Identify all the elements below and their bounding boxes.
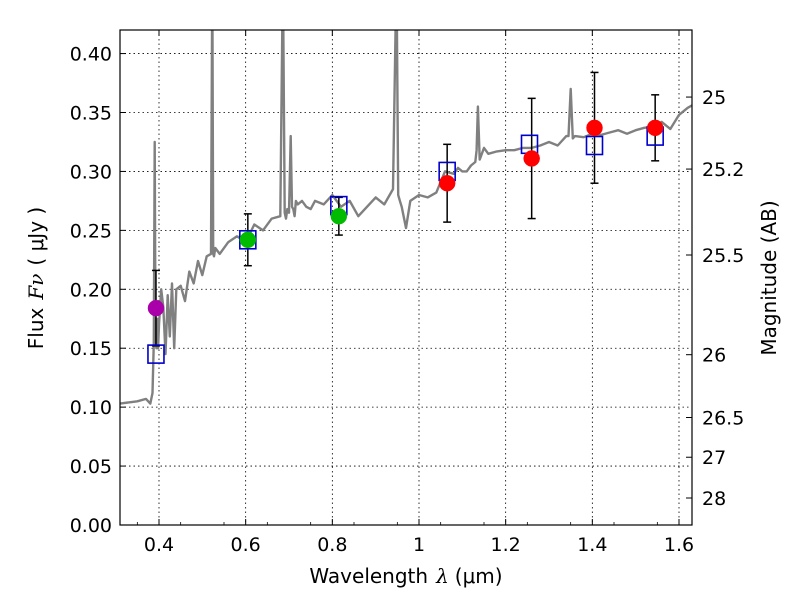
magnitude-tick-label: 25.5 bbox=[702, 245, 744, 267]
observed-flux-point bbox=[438, 174, 456, 192]
x-tick-label: 1.2 bbox=[491, 534, 521, 556]
magnitude-axis-label: Magnitude (AB) bbox=[757, 200, 781, 355]
grid bbox=[120, 30, 692, 526]
y-axis-label: Flux Fν ( μJy ) bbox=[24, 207, 48, 349]
y-tick-label: 0.40 bbox=[70, 44, 112, 66]
observed-flux-point bbox=[330, 207, 348, 225]
magnitude-tick-label: 26 bbox=[702, 345, 726, 367]
magnitude-tick-label: 28 bbox=[702, 488, 726, 510]
x-tick-label: 0.6 bbox=[231, 534, 261, 556]
spectrum-line bbox=[120, 30, 692, 405]
magnitude-tick-label: 25.2 bbox=[702, 159, 744, 181]
y-tick-label: 0.00 bbox=[70, 515, 112, 537]
magnitude-tick-label: 27 bbox=[702, 447, 726, 469]
y-tick-label: 0.20 bbox=[70, 279, 112, 301]
y-tick-label: 0.05 bbox=[70, 456, 112, 478]
x-axis-label-text: Wavelength bbox=[309, 564, 428, 588]
model-flux-square bbox=[147, 344, 165, 364]
magnitude-tick-label: 25 bbox=[702, 87, 726, 109]
y-axis-unit: ( μJy ) bbox=[24, 207, 48, 266]
observed-flux-point bbox=[586, 119, 603, 137]
x-axis-symbol: λ bbox=[435, 564, 449, 588]
observed-flux-point bbox=[239, 231, 257, 249]
x-tick-label: 1.4 bbox=[577, 534, 607, 556]
x-axis-label: Wavelength λ (μm) bbox=[309, 564, 502, 588]
x-axis-unit: (μm) bbox=[455, 564, 503, 588]
x-tick-label: 1.6 bbox=[664, 534, 694, 556]
y-tick-label: 0.15 bbox=[70, 338, 112, 360]
observed-flux-point bbox=[523, 150, 540, 167]
observed-flux-point bbox=[147, 299, 165, 317]
magnitude-axis-ticks: 25 25.2 25.5 26 26.5 27 28 bbox=[686, 87, 744, 510]
plot-frame bbox=[119, 29, 693, 526]
model-flux-square bbox=[585, 135, 604, 156]
observed-photometry-points bbox=[147, 119, 664, 317]
error-bars bbox=[151, 71, 660, 347]
x-axis-ticks: 0.4 0.6 0.8 1 1.2 1.4 1.6 bbox=[136, 30, 694, 556]
y-tick-label: 0.30 bbox=[70, 161, 112, 183]
y-tick-label: 0.35 bbox=[70, 103, 112, 125]
observed-flux-point bbox=[646, 119, 664, 137]
y-tick-label: 0.25 bbox=[70, 220, 112, 242]
x-tick-label: 0.8 bbox=[317, 534, 347, 556]
magnitude-tick-label: 26.5 bbox=[702, 408, 744, 430]
y-axis-symbol: Fν bbox=[24, 274, 48, 301]
y-axis-label-text: Flux bbox=[24, 307, 48, 349]
y-axis-ticks: 0.00 0.05 0.10 0.15 0.20 0.25 0.30 0.35 0.40 bbox=[70, 44, 126, 537]
x-tick-label: 0.4 bbox=[144, 534, 174, 556]
x-tick-label: 1 bbox=[413, 534, 425, 556]
y-tick-label: 0.10 bbox=[70, 397, 112, 419]
spectrum-series bbox=[120, 30, 692, 405]
